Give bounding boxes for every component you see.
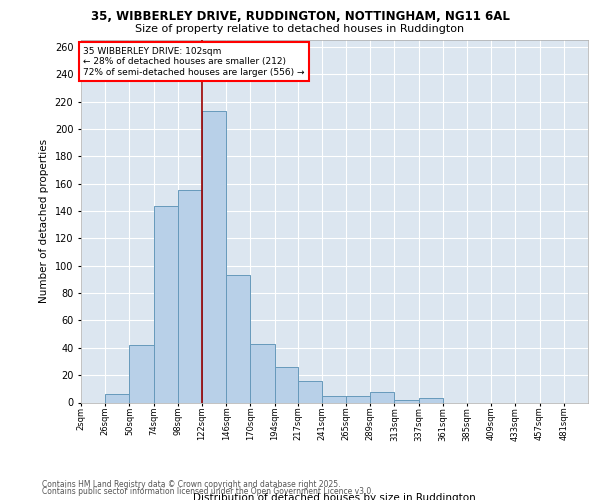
Bar (178, 190, 202, 402)
Bar (226, 276, 250, 402)
Bar (130, 345, 154, 403)
Bar (322, 396, 346, 402)
Bar (370, 392, 394, 402)
Bar (105, 394, 130, 402)
Bar (275, 367, 298, 402)
Bar (419, 398, 443, 402)
Bar (154, 206, 178, 402)
Bar (298, 380, 322, 402)
Y-axis label: Number of detached properties: Number of detached properties (39, 139, 49, 304)
Text: Contains public sector information licensed under the Open Government Licence v3: Contains public sector information licen… (42, 487, 374, 496)
Text: 35, WIBBERLEY DRIVE, RUDDINGTON, NOTTINGHAM, NG11 6AL: 35, WIBBERLEY DRIVE, RUDDINGTON, NOTTING… (91, 10, 509, 23)
Bar (394, 400, 419, 402)
Text: Contains HM Land Registry data © Crown copyright and database right 2025.: Contains HM Land Registry data © Crown c… (42, 480, 341, 489)
Text: Size of property relative to detached houses in Ruddington: Size of property relative to detached ho… (136, 24, 464, 34)
X-axis label: Distribution of detached houses by size in Ruddington: Distribution of detached houses by size … (193, 494, 476, 500)
Text: 35 WIBBERLEY DRIVE: 102sqm
← 28% of detached houses are smaller (212)
72% of sem: 35 WIBBERLEY DRIVE: 102sqm ← 28% of deta… (83, 47, 305, 76)
Bar (250, 344, 275, 402)
Bar (346, 396, 370, 402)
Bar (202, 111, 226, 403)
